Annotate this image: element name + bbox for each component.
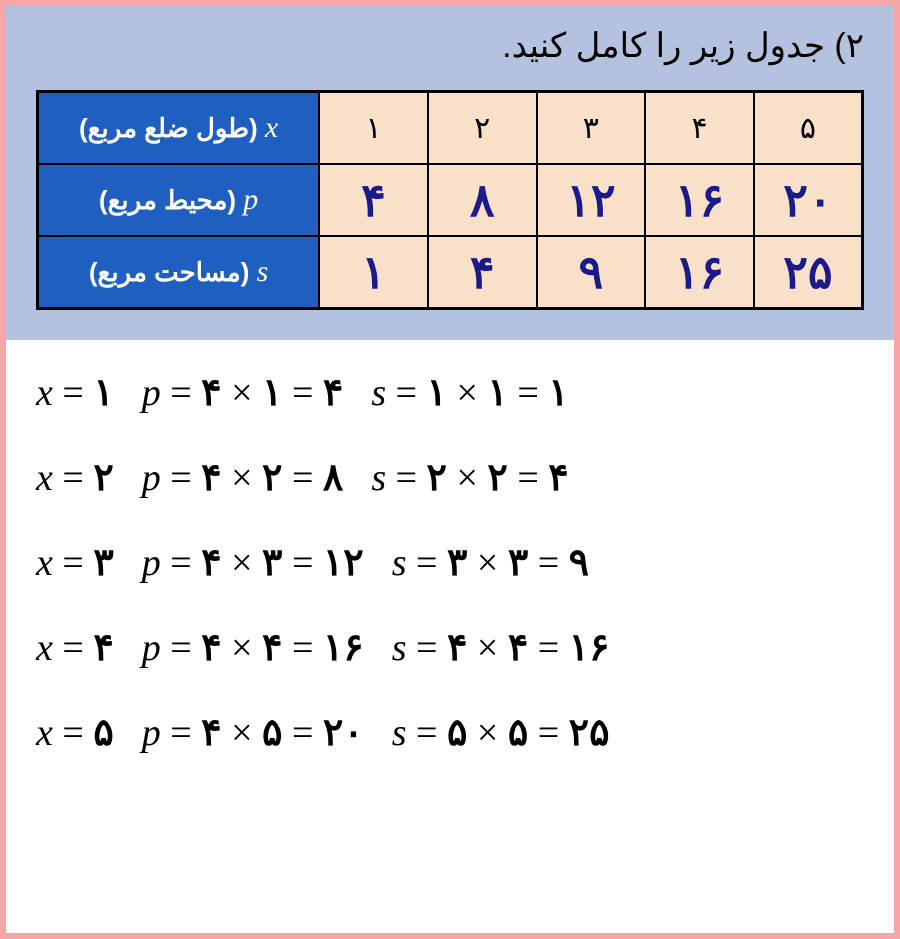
row-label-x-latin: x [265, 111, 278, 144]
table-row-p: p (محیط مربع) ۴ ۸ ۱۲ ۱۶ ۲۰ [38, 164, 863, 236]
p-cell: ۴ [319, 164, 428, 236]
p-cell: ۲۰ [754, 164, 863, 236]
equation-line: x = ۲p = ۴ × ۲ = ۸s = ۲ × ۲ = ۴ [36, 455, 864, 500]
s-cell: ۱۶ [645, 236, 754, 309]
x-cell: ۳ [537, 92, 646, 165]
s-cell: ۴ [428, 236, 537, 309]
equation-line: x = ۴p = ۴ × ۴ = ۱۶s = ۴ × ۴ = ۱۶ [36, 625, 864, 670]
equations-section: x = ۱p = ۴ × ۱ = ۴s = ۱ × ۱ = ۱ x = ۲p = … [6, 340, 894, 805]
x-cell: ۱ [319, 92, 428, 165]
table-row-s: s (مساحت مربع) ۱ ۴ ۹ ۱۶ ۲۵ [38, 236, 863, 309]
page-container: ۲) جدول زیر را کامل کنید. x (طول ضلع مرب… [0, 0, 900, 939]
row-label-x: x (طول ضلع مربع) [38, 92, 320, 165]
equation-line: x = ۳p = ۴ × ۳ = ۱۲s = ۳ × ۳ = ۹ [36, 540, 864, 585]
x-cell: ۴ [645, 92, 754, 165]
p-cell: ۱۶ [645, 164, 754, 236]
problem-heading: ۲) جدول زیر را کامل کنید. [36, 26, 864, 66]
row-label-s-latin: s [257, 255, 269, 288]
row-label-s-persian: (مساحت مربع) [89, 257, 250, 287]
x-cell: ۲ [428, 92, 537, 165]
s-cell: ۱ [319, 236, 428, 309]
row-label-p-latin: p [243, 183, 258, 216]
p-cell: ۱۲ [537, 164, 646, 236]
equation-line: x = ۱p = ۴ × ۱ = ۴s = ۱ × ۱ = ۱ [36, 370, 864, 415]
p-cell: ۸ [428, 164, 537, 236]
row-label-p-persian: (محیط مربع) [99, 185, 236, 215]
row-label-s: s (مساحت مربع) [38, 236, 320, 309]
square-table: x (طول ضلع مربع) ۱ ۲ ۳ ۴ ۵ p (محیط مربع)… [36, 90, 864, 310]
s-cell: ۲۵ [754, 236, 863, 309]
equation-line: x = ۵p = ۴ × ۵ = ۲۰s = ۵ × ۵ = ۲۵ [36, 710, 864, 755]
s-cell: ۹ [537, 236, 646, 309]
row-label-x-persian: (طول ضلع مربع) [79, 113, 258, 143]
table-row-x: x (طول ضلع مربع) ۱ ۲ ۳ ۴ ۵ [38, 92, 863, 165]
x-cell: ۵ [754, 92, 863, 165]
row-label-p: p (محیط مربع) [38, 164, 320, 236]
problem-section: ۲) جدول زیر را کامل کنید. x (طول ضلع مرب… [6, 6, 894, 340]
